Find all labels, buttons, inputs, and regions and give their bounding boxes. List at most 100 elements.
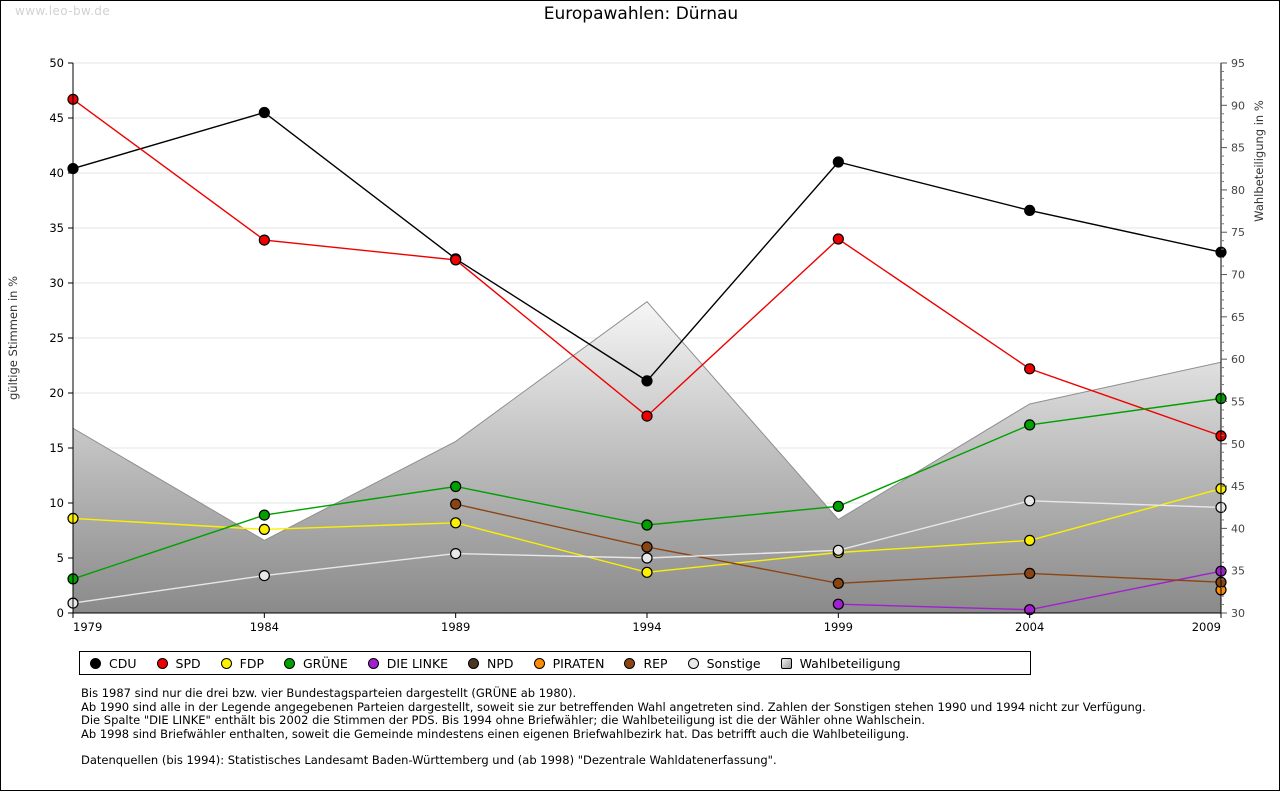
legend-item-spd[interactable]: SPD bbox=[156, 655, 201, 671]
right-axis-tick-label: 40 bbox=[1231, 522, 1245, 535]
x-axis-tick-label: 1984 bbox=[250, 620, 279, 634]
left-axis-tick-label: 15 bbox=[49, 441, 64, 455]
data-point-marker bbox=[450, 547, 462, 560]
data-point-marker bbox=[641, 375, 653, 387]
legend-label: SPD bbox=[175, 655, 201, 671]
right-axis-title: Wahlbeteiligung in % bbox=[1252, 100, 1266, 222]
left-axis-tick-label: 50 bbox=[49, 56, 64, 70]
series-die-linke bbox=[832, 565, 1227, 616]
right-axis-tick-label: 45 bbox=[1231, 480, 1245, 493]
page-title: Europawahlen: Dürnau bbox=[543, 4, 739, 24]
circle-marker-icon bbox=[367, 657, 379, 669]
left-axis-tick-label: 5 bbox=[57, 551, 64, 565]
right-axis-tick-label: 70 bbox=[1231, 269, 1245, 282]
circle-marker-icon bbox=[90, 657, 101, 669]
right-axis-tick-label: 75 bbox=[1231, 226, 1245, 239]
data-point-marker bbox=[1024, 534, 1036, 547]
data-point-marker bbox=[258, 106, 270, 119]
watermark: www.leo-bw.de bbox=[15, 4, 111, 18]
data-point-marker bbox=[832, 500, 844, 512]
series-spd bbox=[67, 93, 1227, 442]
right-axis-tick-label: 95 bbox=[1231, 57, 1245, 70]
legend-item-wahlbeteiligung[interactable]: Wahlbeteiligung bbox=[780, 655, 901, 671]
data-point-marker bbox=[450, 517, 462, 529]
data-point-marker bbox=[258, 509, 270, 521]
right-axis-tick-label: 35 bbox=[1231, 565, 1245, 578]
legend-label: DIE LINKE bbox=[386, 655, 449, 671]
legend-label: CDU bbox=[109, 655, 137, 671]
data-point-marker bbox=[641, 566, 653, 578]
right-axis-tick-label: 65 bbox=[1231, 311, 1245, 324]
right-axis-tick-label: 55 bbox=[1231, 395, 1245, 408]
data-point-marker bbox=[641, 519, 653, 531]
circle-marker-icon bbox=[220, 657, 232, 669]
circle-marker-icon bbox=[533, 657, 545, 669]
left-axis-tick-label: 40 bbox=[49, 166, 64, 180]
left-axis-tick-label: 10 bbox=[49, 496, 64, 510]
legend-item-cdu[interactable]: CDU bbox=[90, 656, 137, 671]
circle-marker-icon bbox=[283, 657, 295, 669]
data-point-marker bbox=[1024, 567, 1036, 580]
left-axis-tick-label: 0 bbox=[57, 606, 64, 620]
chart-legend: CDU SPD FDP GRÜNE DIE LINKE NPD PIRATEN REP Sons… bbox=[79, 651, 1031, 675]
data-point-marker bbox=[832, 233, 844, 245]
data-point-marker bbox=[641, 541, 653, 553]
x-axis-tick-label: 1994 bbox=[632, 620, 661, 634]
right-axis-tick-label: 80 bbox=[1231, 184, 1245, 197]
data-point-marker bbox=[1024, 495, 1036, 507]
axis-labels-layer: 0 5 10 15 20 25 30 35 40 45 50 30 35 40 45 50 55 60 65 70 75… bbox=[6, 56, 1266, 634]
footnote-line: Ab 1990 sind alle in der Legende angegeb… bbox=[81, 699, 1146, 714]
data-point-marker bbox=[1024, 419, 1036, 431]
legend-item-npd[interactable]: NPD bbox=[468, 656, 514, 671]
x-axis-tick-label: 1999 bbox=[824, 620, 853, 634]
legend-label: PIRATEN bbox=[552, 655, 605, 671]
data-point-marker bbox=[258, 523, 270, 536]
right-axis-tick-label: 85 bbox=[1231, 142, 1245, 155]
data-point-marker bbox=[832, 156, 844, 168]
legend-item-grüne[interactable]: GRÜNE bbox=[283, 655, 348, 671]
data-point-marker bbox=[832, 544, 844, 556]
x-axis-tick-label: 1979 bbox=[73, 620, 102, 634]
circle-marker-icon bbox=[156, 657, 168, 669]
circle-marker-icon bbox=[468, 657, 480, 669]
legend-item-fdp[interactable]: FDP bbox=[220, 656, 264, 671]
data-point-marker bbox=[641, 410, 653, 422]
legend-label: GRÜNE bbox=[302, 655, 348, 671]
circle-marker-icon bbox=[624, 657, 636, 669]
legend-label: NPD bbox=[487, 655, 514, 671]
footnote-line: Bis 1987 sind nur die drei bzw. vier Bun… bbox=[81, 686, 577, 700]
data-point-marker bbox=[450, 498, 462, 510]
legend-item-sonstige[interactable]: Sonstige bbox=[687, 655, 761, 671]
data-point-marker bbox=[832, 598, 844, 610]
footnote-line: Die Spalte "DIE LINKE" enthält bis 2002 … bbox=[81, 713, 925, 728]
left-axis-tick-label: 30 bbox=[49, 276, 64, 290]
legend-item-rep[interactable]: REP bbox=[624, 655, 668, 671]
data-point-marker bbox=[832, 577, 844, 589]
legend-label: Wahlbeteiligung bbox=[799, 655, 901, 671]
left-axis-tick-label: 20 bbox=[49, 386, 64, 400]
legend-item-die-linke[interactable]: DIE LINKE bbox=[367, 655, 449, 671]
data-point-marker bbox=[450, 254, 462, 266]
legend-item-piraten[interactable]: PIRATEN bbox=[533, 655, 605, 671]
left-axis-title: gültige Stimmen in % bbox=[6, 276, 20, 400]
series-grüne bbox=[67, 392, 1227, 585]
x-axis-tick-label: 2004 bbox=[1015, 620, 1044, 634]
right-axis-tick-label: 50 bbox=[1231, 438, 1245, 451]
left-axis-tick-label: 25 bbox=[49, 331, 64, 345]
data-point-marker bbox=[258, 569, 270, 582]
x-axis-tick-label: 1989 bbox=[441, 620, 470, 634]
area-swatch-icon bbox=[780, 657, 792, 669]
legend-label: Sonstige bbox=[706, 655, 761, 671]
left-axis-tick-label: 45 bbox=[49, 111, 64, 125]
circle-marker-icon bbox=[687, 657, 699, 669]
data-point-marker bbox=[450, 480, 462, 493]
footnotes: Bis 1987 sind nur die drei bzw. vier Bun… bbox=[81, 686, 1231, 741]
data-point-marker bbox=[641, 552, 653, 564]
legend-label: REP bbox=[643, 655, 668, 671]
data-point-marker bbox=[258, 234, 270, 246]
right-axis-tick-label: 90 bbox=[1231, 99, 1245, 112]
x-axis-tick-label: 2009 bbox=[1192, 620, 1221, 634]
data-point-marker bbox=[1024, 204, 1036, 216]
